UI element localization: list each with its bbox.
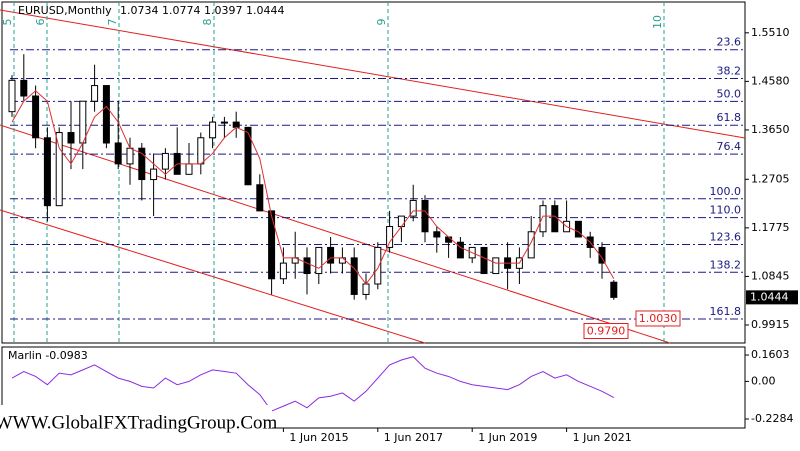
candle-body: [220, 121, 228, 124]
wave-label: 7: [106, 19, 119, 26]
x-tick-label: 1 Jun 2019: [478, 431, 537, 444]
wave-label: 9: [375, 19, 388, 26]
candle-body: [91, 85, 99, 102]
candle-body: [55, 132, 63, 207]
candle-body: [256, 184, 264, 212]
fibo-label: 61.8: [717, 111, 742, 124]
y-tick-label: 1.5510: [751, 26, 790, 39]
indicator-line: [11, 356, 615, 412]
candle-body: [397, 215, 405, 228]
candle-body: [8, 79, 16, 113]
candle-body: [315, 246, 323, 275]
fibo-label: 161.8: [710, 305, 742, 318]
y-tick-label: 1.1775: [751, 221, 790, 234]
price-box-label: 1.0030: [639, 312, 678, 325]
wave-label: 6: [34, 19, 47, 26]
candle-body: [268, 210, 276, 280]
y-tick-label: 1.2705: [751, 172, 790, 185]
chart-title: EURUSD,Monthly: [18, 4, 112, 17]
fibo-label: 38.2: [717, 65, 742, 78]
candle-body: [20, 79, 28, 97]
x-tick-label: 1 Jun 2015: [289, 431, 348, 444]
candle-body: [43, 137, 51, 207]
price-box: [635, 310, 681, 327]
candle-body: [480, 246, 488, 275]
candle-body: [421, 199, 429, 233]
plot-layer: 5 6 7 8 9 10 23.6 38.2 50.0 61.8 76.4 100.0 110.0 123…: [1, 2, 745, 412]
price-box-label: 0.9790: [587, 325, 626, 338]
candle-body: [409, 199, 417, 217]
candle-body: [492, 257, 500, 275]
candle-body: [114, 142, 122, 165]
candle-body: [209, 121, 217, 139]
candle-body: [185, 163, 193, 175]
last-price-box: [746, 290, 798, 305]
candle-body: [539, 205, 547, 233]
candle-body: [445, 236, 453, 243]
candle-body: [244, 126, 252, 186]
indicator-tick-label: 0.1603: [751, 348, 790, 361]
candle-body: [374, 246, 382, 285]
fibo-label: 123.6: [710, 230, 742, 243]
channel-upper: [0, 9, 746, 139]
wave-label: 8: [201, 19, 214, 26]
candle-body: [232, 121, 240, 128]
candle-body: [138, 147, 146, 181]
channel-middle: [0, 124, 671, 344]
candle-body: [527, 231, 535, 259]
candle-body: [303, 257, 311, 275]
price-box: [583, 323, 629, 340]
candle-body: [456, 241, 464, 259]
candle-body: [32, 95, 40, 139]
candle-body: [386, 226, 394, 248]
fibo-label: 138.2: [710, 258, 742, 271]
candle-body: [161, 152, 169, 170]
candle-body: [551, 205, 559, 233]
fibo-label: 110.0: [710, 204, 742, 217]
candle-body: [126, 147, 134, 165]
wave-label: 5: [1, 19, 14, 26]
candle-body: [598, 246, 606, 264]
candle-body: [610, 281, 618, 298]
main-frame: [1, 1, 746, 344]
fibo-label: 76.4: [717, 140, 742, 153]
fibo-label: 23.6: [717, 36, 742, 49]
indicator-tick-label: 0.00: [751, 374, 776, 387]
candle-body: [150, 168, 158, 181]
candle-body: [197, 137, 205, 165]
candle-body: [338, 257, 346, 264]
y-tick-label: 1.0845: [751, 269, 790, 282]
candle-body: [279, 262, 287, 280]
candle-body: [67, 132, 75, 144]
candle-body: [362, 283, 370, 295]
last-price-label: 1.0444: [750, 290, 789, 303]
watermark: WWW.GlobalFXTradingGroup.Com: [0, 412, 277, 433]
y-tick-label: 1.4580: [751, 74, 790, 87]
moving-average: [11, 90, 615, 285]
watermark-box: [0, 405, 272, 441]
fibo-label: 50.0: [717, 87, 742, 100]
indicator-title: Marlin -0.0983: [8, 349, 88, 362]
x-tick-label: 1 Jun 2021: [573, 431, 632, 444]
wave-label: 10: [651, 15, 664, 29]
channel-lower: [0, 209, 426, 344]
candle-body: [574, 220, 582, 238]
indicator-tick-label: -0.2284: [751, 412, 793, 425]
candle-body: [79, 100, 87, 144]
candle-body: [350, 257, 358, 295]
y-tick-label: 0.9915: [751, 318, 790, 331]
candle-body: [433, 231, 441, 238]
ohlc-text: 1.0734 1.0774 1.0397 1.0444: [120, 4, 284, 17]
candle-body: [327, 246, 335, 264]
candle-body: [102, 85, 110, 144]
x-tick-label: 1 Jun 2017: [384, 431, 443, 444]
fibo-label: 100.0: [710, 185, 742, 198]
y-tick-label: 1.3650: [751, 123, 790, 136]
indicator-frame: [1, 346, 746, 429]
